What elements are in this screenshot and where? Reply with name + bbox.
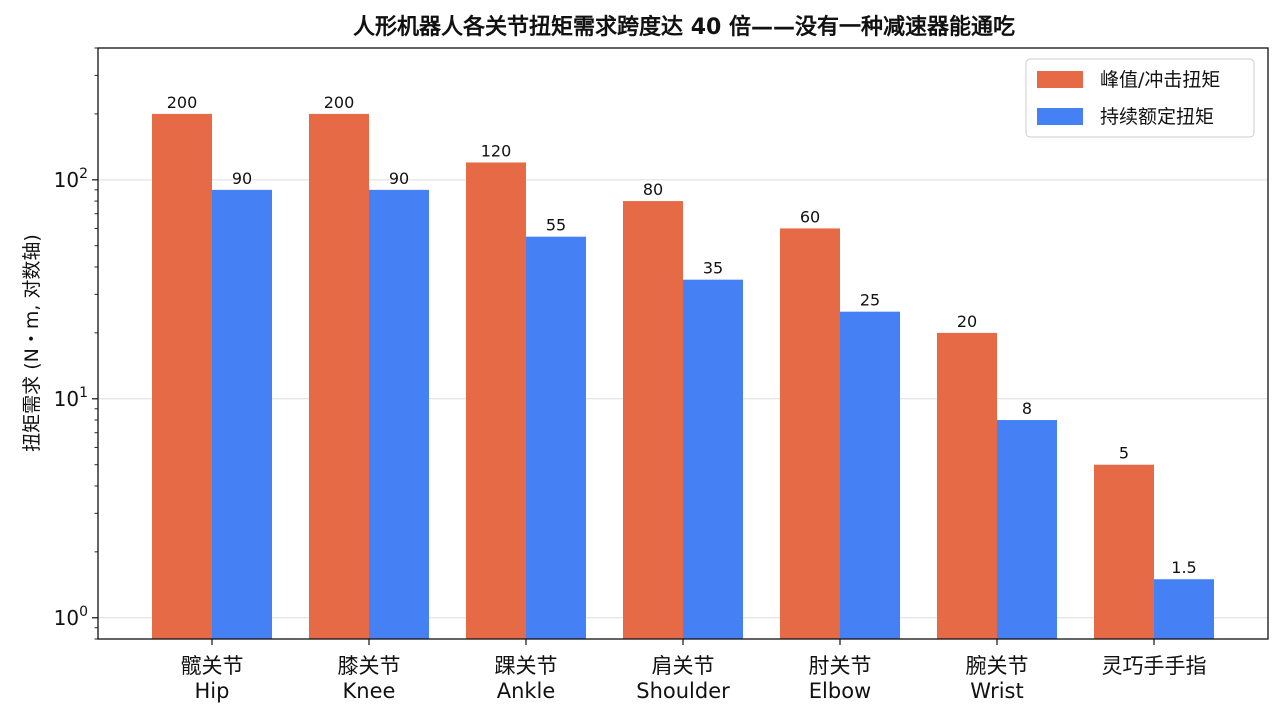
x-tick-label-en: Elbow [809, 679, 871, 703]
x-tick-label: 踝关节 [495, 654, 558, 678]
x-tick-label-en: Shoulder [636, 679, 730, 703]
bar-value-label: 5 [1119, 444, 1129, 463]
data-labels: 200 200 120 80 60 20 5 90 90 55 35 25 8 1.5 [167, 93, 1197, 577]
bar-value-label: 55 [546, 216, 566, 235]
bar [937, 332, 997, 639]
bar-value-label: 25 [860, 291, 880, 310]
bar-value-label: 35 [703, 259, 723, 278]
bar [1094, 464, 1154, 639]
bar [526, 236, 586, 640]
x-tick-label-en: Wrist [970, 679, 1023, 703]
bar-value-label: 1.5 [1171, 558, 1196, 577]
bar [309, 113, 369, 640]
bar [212, 189, 272, 639]
legend: 峰值/冲击扭矩 持续额定扭矩 [1025, 58, 1255, 138]
x-tick-label: 髋关节 [181, 654, 244, 678]
bar-value-label: 90 [232, 169, 252, 188]
bar-value-label: 80 [643, 180, 663, 199]
bar [466, 162, 526, 639]
bar-value-label: 60 [800, 207, 820, 226]
x-tick-label: 肘关节 [809, 654, 872, 678]
x-tick-label: 膝关节 [338, 654, 401, 678]
bar [683, 279, 743, 639]
bar [840, 311, 900, 639]
y-axis-label: 扭矩需求 (N・m, 对数轴) [21, 234, 43, 452]
legend-label-peak: 峰值/冲击扭矩 [1100, 69, 1220, 91]
bar-value-label: 200 [167, 93, 198, 112]
legend-swatch-peak [1037, 71, 1083, 88]
legend-swatch-rated [1037, 108, 1083, 125]
bar [1154, 579, 1214, 639]
bars [152, 113, 1214, 640]
x-tick-label-en: Ankle [497, 679, 556, 703]
bar-value-label: 200 [324, 93, 355, 112]
bar [623, 201, 683, 639]
bar [152, 113, 212, 640]
x-tick-label: 肩关节 [652, 654, 715, 678]
bar-value-label: 8 [1022, 399, 1032, 418]
bar [997, 420, 1057, 639]
bar-value-label: 20 [957, 312, 977, 331]
x-tick-label: 灵巧手手指 [1102, 654, 1207, 678]
bar-value-label: 90 [389, 169, 409, 188]
x-tick-label: 腕关节 [966, 654, 1029, 678]
legend-label-rated: 持续额定扭矩 [1100, 106, 1214, 128]
chart-title: 人形机器人各关节扭矩需求跨度达 40 倍——没有一种减速器能通吃 [353, 14, 1015, 40]
bar-value-label: 120 [481, 141, 512, 160]
y-tick-label: 100 [54, 604, 88, 630]
bar [369, 189, 429, 639]
bar [780, 228, 840, 639]
x-tick-label-en: Knee [343, 679, 396, 703]
x-tick-label-en: Hip [195, 679, 230, 703]
y-tick-label: 102 [54, 166, 88, 192]
y-axis-ticks: 100 101 102 [54, 47, 98, 640]
y-tick-label: 101 [54, 385, 88, 411]
